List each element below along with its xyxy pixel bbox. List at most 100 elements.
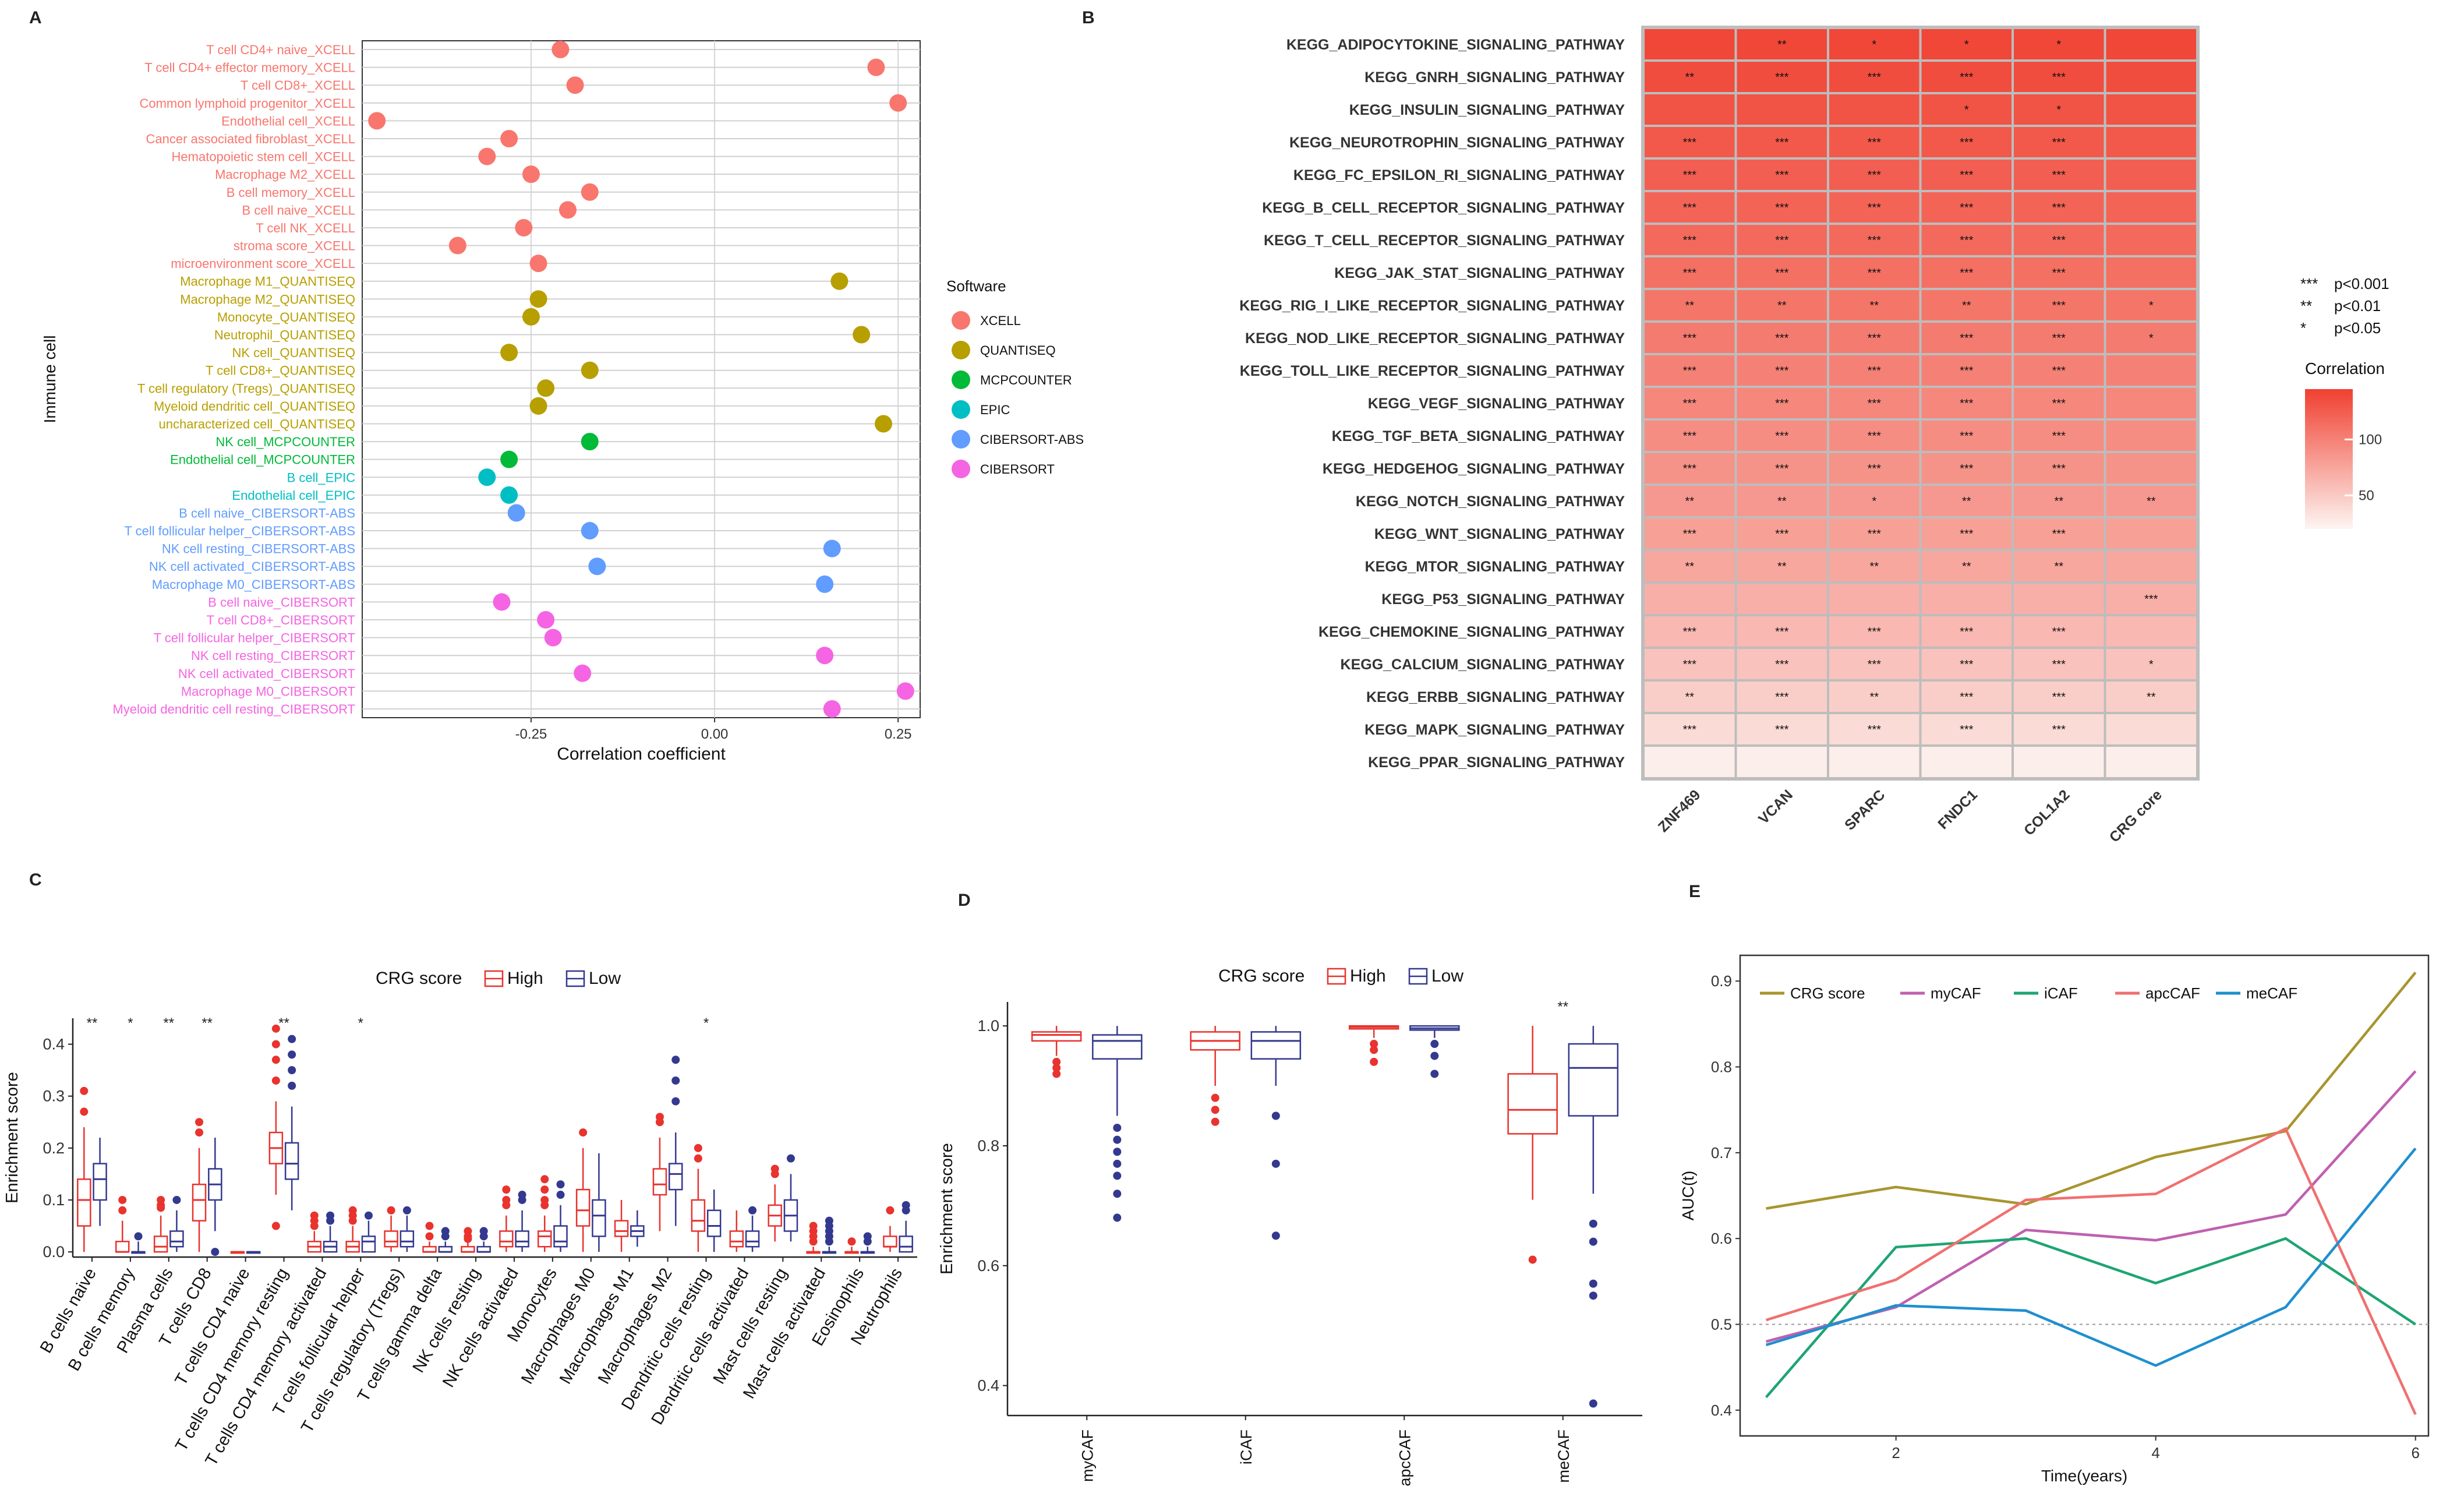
heatmap-cell [1734,744,1829,779]
outlier-point [211,1248,220,1256]
significance-mark: ** [1557,999,1568,1015]
significance-mark: *** [1868,626,1882,638]
y-tick-label: NK cell activated_CIBERSORT [178,666,355,681]
box [668,1163,683,1191]
y-tick-label: 0.2 [43,1139,65,1157]
heatmap-cell [2104,744,2198,779]
box [400,1230,415,1248]
box [77,1178,91,1227]
significance-mark: ** [1777,299,1787,312]
series-line [1765,1127,2417,1416]
scatter-point [368,112,386,130]
heatmap-cell [1827,712,1922,747]
sig-legend-symbol: ** [2300,297,2312,315]
legend-label: EPIC [980,403,1010,417]
scatter-point [558,201,577,219]
significance-mark: *** [1868,528,1882,541]
heatmap-cell [1919,92,2014,127]
heatmap-cell [1827,223,1922,257]
y-tick-label: 0.6 [1711,1230,1732,1247]
outlier-point [402,1206,411,1215]
y-tick-label: T cell CD8+_XCELL [241,78,355,93]
legend-label: CIBERSORT [980,462,1055,477]
heatmap-cell [2104,59,2198,94]
box [515,1230,529,1248]
heatmap-cell [2104,223,2198,257]
y-tick-label: B cell naive_XCELL [242,203,355,217]
column-label: SPARC [1841,786,1888,833]
heatmap-cell [1642,353,1737,388]
significance-mark: *** [2052,365,2066,377]
outlier-point [886,1206,895,1215]
box [691,1199,706,1232]
row-label: KEGG_B_CELL_RECEPTOR_SIGNALING_PATHWAY [1262,200,1625,216]
row-label: KEGG_GNRH_SIGNALING_PATHWAY [1364,69,1625,86]
significance-mark: *** [1683,332,1697,345]
significance-mark: ** [2147,691,2156,704]
heatmap-cell [2104,27,2198,62]
outlier-point [502,1201,511,1209]
significance-mark: * [704,1015,709,1031]
legend-label: CIBERSORT-ABS [980,432,1084,447]
heatmap-cell [1642,27,1737,62]
row-label: KEGG_P53_SIGNALING_PATHWAY [1381,591,1625,608]
outlier-point [1052,1064,1061,1072]
heatmap-cell [2104,647,2198,682]
outlier-point [1589,1399,1597,1408]
outlier-point [540,1201,549,1209]
scatter-point [507,504,525,522]
column-label: FNDC1 [1935,786,1981,832]
box [592,1199,606,1237]
heatmap-cell [1827,125,1922,160]
scatter-point [478,147,496,165]
significance-mark: *** [1960,234,1974,247]
y-tick-label: B cell memory_XCELL [227,185,355,200]
box [1568,1043,1619,1117]
heatmap-cell [1642,92,1737,127]
significance-mark: *** [1960,658,1974,671]
significance-mark: *** [1868,723,1882,736]
scatter-point [581,433,599,451]
significance-mark: *** [1960,463,1974,475]
significance-mark: *** [1775,332,1789,345]
significance-mark: *** [1868,658,1882,671]
significance-mark: *** [1775,169,1789,182]
y-tick-label: T cell regulatory (Tregs)_QUANTISEQ [137,381,355,396]
box [614,1220,629,1237]
heatmap-cell [2104,255,2198,290]
legend-label: iCAF [2044,984,2078,1002]
significance-mark: *** [2052,267,2066,280]
significance-mark: *** [1683,136,1697,149]
y-tick-label: NK cell resting_CIBERSORT-ABS [162,542,355,556]
outlier-point [310,1222,319,1230]
row-label: KEGG_WNT_SIGNALING_PATHWAY [1374,526,1625,542]
heatmap-cell [2104,386,2198,421]
significance-mark: *** [1868,365,1882,377]
plot-frame [362,40,921,718]
outlier-point [1113,1148,1122,1156]
scatter-point [889,94,907,112]
x-tick-label: 0.25 [885,726,912,742]
y-tick-label: Endothelial cell_EPIC [232,488,355,503]
heatmap-cell [2104,614,2198,649]
outlier-point [118,1206,127,1215]
significance-mark: *** [2052,71,2066,84]
significance-mark: *** [1868,202,1882,214]
outlier-point [786,1154,795,1163]
y-tick-label: Macrophage M1_QUANTISEQ [180,274,355,289]
outlier-point [271,1040,280,1049]
y-tick-label: stroma score_XCELL [234,239,355,253]
row-label: KEGG_NEUROTROPHIN_SIGNALING_PATHWAY [1289,135,1625,151]
y-tick-label: 0.4 [43,1036,65,1053]
significance-mark: *** [1868,71,1882,84]
significance-mark: *** [2052,136,2066,149]
row-label: KEGG_PPAR_SIGNALING_PATHWAY [1368,754,1625,771]
significance-mark: *** [2144,593,2158,606]
column-label: ZNF469 [1655,786,1704,835]
y-tick-label: T cell CD4+ effector memory_XCELL [144,61,355,75]
y-tick-label: Cancer associated fibroblast_XCELL [146,132,355,146]
y-tick-label: NK cell resting_CIBERSORT [191,648,355,663]
outlier-point [1589,1279,1597,1288]
significance-mark: *** [1775,202,1789,214]
x-axis-title: Correlation coefficient [557,744,726,764]
